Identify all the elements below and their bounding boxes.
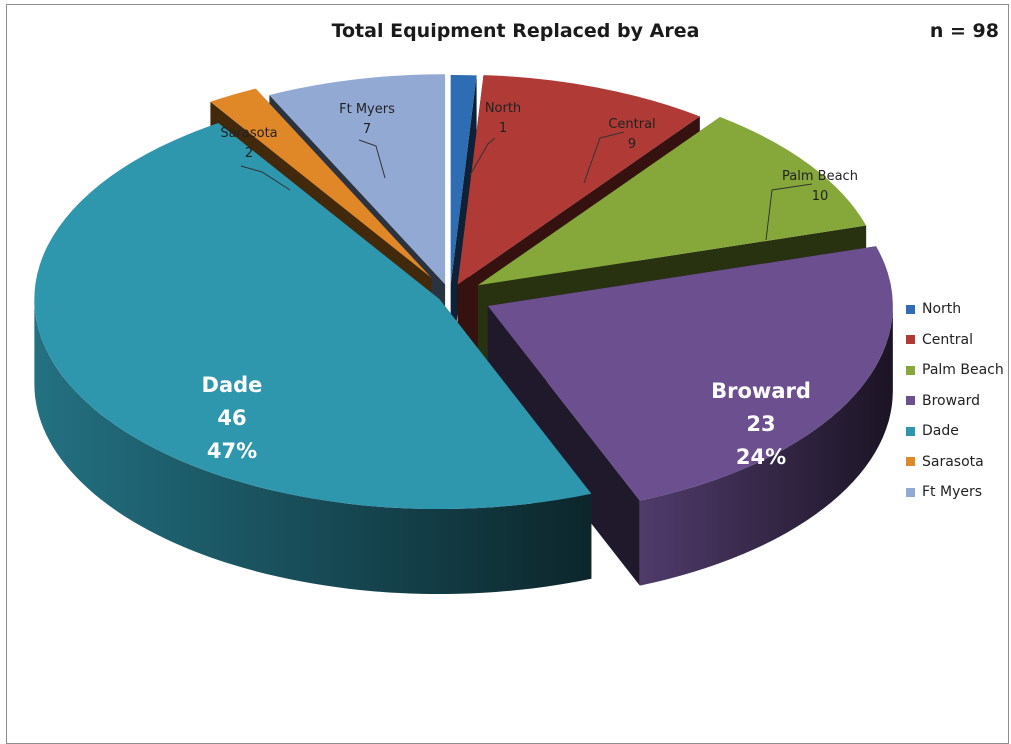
pie-slice-dade [34, 123, 592, 595]
legend-label-north: North [922, 301, 962, 318]
pie-slice-top-palm-beach [477, 117, 867, 286]
data-label-central-name: Central [608, 117, 655, 132]
legend-swatch-ft-myers [906, 487, 915, 497]
data-label-broward-percent: 24% [736, 445, 786, 469]
legend-label-sarasota: Sarasota [922, 453, 984, 470]
pie-slice-north [450, 75, 477, 371]
leader-line-north [469, 137, 496, 176]
data-label-dade-percent: 47% [207, 439, 257, 463]
legend-label-palm-beach: Palm Beach [922, 362, 1004, 379]
legend-label-dade: Dade [922, 423, 959, 440]
data-label-ft-myers-value: 7 [363, 122, 371, 137]
sample-size-annotation: n = 98 [929, 20, 999, 42]
data-label-dade-name: Dade [202, 373, 263, 397]
pie-slice-wall-dade [34, 299, 592, 595]
legend-item-ft-myers: Ft Myers [906, 477, 1004, 508]
legend-item-central: Central [906, 325, 1004, 356]
data-label-central-value: 9 [628, 137, 636, 152]
data-label-palm-beach-name: Palm Beach [782, 169, 858, 184]
legend-label-broward: Broward [922, 392, 981, 409]
legend-item-palm-beach: Palm Beach [906, 355, 1004, 386]
leader-line-central [583, 131, 625, 184]
pie-slice-top-north [450, 75, 477, 286]
legend-swatch-broward [906, 396, 915, 406]
legend-swatch-sarasota [906, 457, 915, 467]
legend-swatch-dade [906, 426, 915, 436]
legend-item-north: North [906, 294, 1004, 325]
data-label-ft-myers-name: Ft Myers [339, 102, 395, 117]
data-label-broward-value: 23 [746, 412, 775, 436]
data-label-sarasota-name: Sarasota [220, 126, 277, 141]
legend-label-central: Central [922, 331, 973, 348]
data-label-north-name: North [485, 101, 521, 116]
data-label-sarasota-value: 2 [245, 146, 253, 161]
pie-slice-wall-broward [639, 306, 893, 586]
legend-swatch-north [906, 304, 915, 314]
data-label-palm-beach-value: 10 [812, 189, 829, 204]
legend-item-sarasota: Sarasota [906, 447, 1004, 478]
pie-slice-top-sarasota [210, 88, 432, 278]
data-label-dade-value: 46 [217, 406, 246, 430]
pie-slice-top-dade [34, 123, 592, 510]
legend-swatch-central [906, 335, 915, 345]
pie-slice-side-broward-1 [487, 306, 640, 586]
leader-line-ft-myers [358, 139, 386, 179]
legend-swatch-palm-beach [906, 365, 915, 375]
data-label-broward-name: Broward [711, 379, 811, 403]
pie-slice-broward [487, 246, 893, 586]
data-label-north-value: 1 [499, 121, 507, 136]
chart-legend: North Central Palm Beach Broward Dade Sarasot… [906, 294, 1004, 508]
legend-label-ft-myers: Ft Myers [922, 484, 983, 501]
pie-slice-top-broward [487, 246, 893, 501]
leader-line-palm-beach [765, 183, 813, 241]
pie-slice-top-ft-myers [269, 74, 446, 285]
pie-slice-side-north-1 [450, 75, 477, 371]
chart-title: Total Equipment Replaced by Area [331, 20, 700, 42]
legend-item-dade: Dade [906, 416, 1004, 447]
leader-line-sarasota [240, 165, 291, 191]
legend-item-broward: Broward [906, 386, 1004, 417]
pie-slice-top-central [457, 75, 700, 285]
